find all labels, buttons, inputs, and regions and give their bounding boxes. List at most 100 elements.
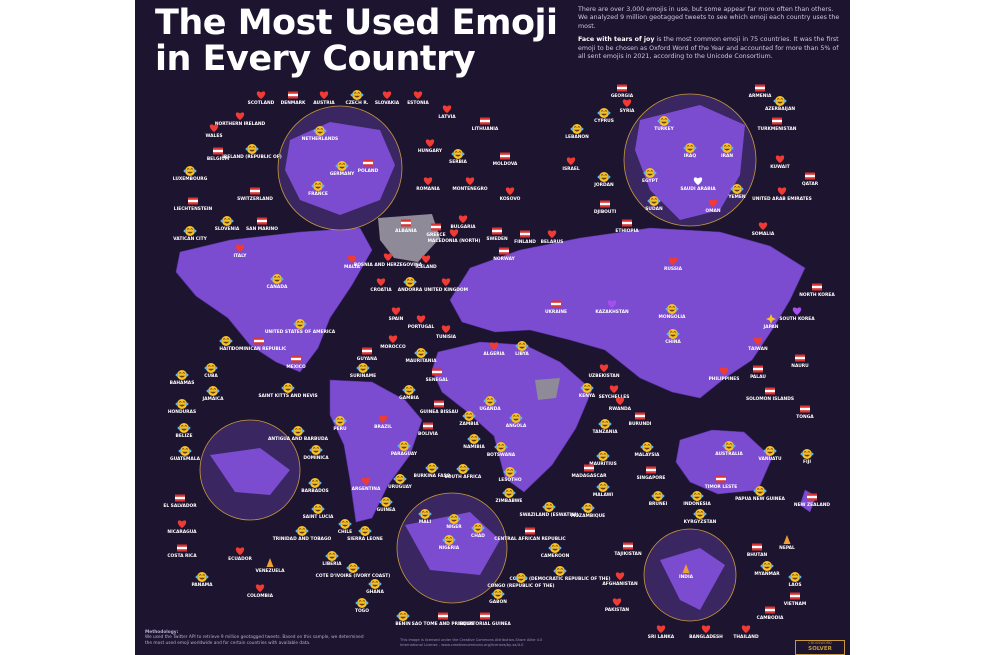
country-label: BOTSWANA [487, 452, 516, 458]
country-marker: BARBADOS [301, 478, 329, 494]
emoji-mouth [339, 166, 345, 169]
emoji-tear [406, 614, 410, 618]
country-marker: ANTIGUA AND BARBUDA [268, 426, 329, 442]
emoji-mouth [407, 282, 413, 285]
emoji-face [293, 426, 303, 436]
emoji-face [732, 184, 742, 194]
country-label: COTE D'IVOIRE (IVORY COAST) [316, 573, 391, 579]
country-label: SERBIA [449, 159, 468, 165]
emoji-heart [708, 199, 718, 207]
emoji-eyes [756, 488, 764, 490]
emoji-face [337, 161, 347, 171]
emoji-face [600, 419, 610, 429]
emoji-eyes [486, 398, 494, 400]
emoji-tear [447, 517, 451, 521]
emoji-face [572, 124, 582, 134]
emoji-face [352, 90, 362, 100]
emoji-mouth [317, 131, 323, 134]
country-marker: BOLIVIA [418, 422, 439, 437]
country-marker: PHILIPPINES [709, 367, 739, 382]
country-label: CHILE [338, 529, 352, 535]
intro-text: There are over 3,000 emojis in use, but … [578, 6, 840, 30]
emoji-eyes [763, 563, 771, 565]
country-label: MADAGASCAR [572, 473, 608, 479]
emoji-tear [193, 169, 197, 173]
emoji-eyes [311, 480, 319, 482]
emoji-face [724, 441, 734, 451]
emoji-mouth [359, 603, 365, 606]
emoji-heart [615, 572, 625, 580]
emoji-tear [333, 419, 337, 423]
emoji-mouth [249, 149, 255, 152]
emoji-tear [722, 444, 726, 448]
title-line: The Most Used Emoji [155, 3, 558, 43]
emoji-eyes [445, 537, 453, 539]
country-marker: TUNISIA [436, 325, 457, 340]
country-marker: UZBEKISTAN [588, 364, 620, 379]
emoji-eyes [186, 168, 194, 170]
emoji-mouth [297, 324, 303, 327]
emoji-eyes [405, 387, 413, 389]
country-label: ROMANIA [416, 186, 440, 192]
country-marker: SIERRA LEONE [347, 526, 383, 542]
country-marker: ARGENTINA [352, 477, 381, 492]
country-marker: JAPAN [763, 314, 779, 330]
country-marker: CROATIA [370, 278, 392, 293]
country-marker: GEORGIA [611, 84, 634, 99]
country-marker: GUINEA BISSAU [420, 400, 459, 415]
country-label: SRI LANKA [648, 634, 675, 640]
country-marker: ANDORRA [398, 277, 423, 293]
country-marker: BAHAMAS [170, 370, 194, 386]
emoji-mouth [475, 528, 481, 531]
country-label: MAURITANIA [406, 358, 438, 364]
emoji-face [315, 126, 325, 136]
emoji-face [695, 509, 705, 519]
emoji-face [722, 143, 732, 153]
emoji-face [496, 442, 506, 452]
emoji-mouth [585, 508, 591, 511]
emoji-eyes [396, 476, 404, 478]
country-label: AFGHANISTAN [602, 581, 638, 587]
country-marker: SOUTH KOREA [779, 307, 815, 322]
emoji-mouth [602, 424, 608, 427]
country-marker: SPAIN [389, 307, 404, 322]
country-label: GUINEA BISSAU [420, 409, 459, 415]
country-marker: URUGUAY [388, 474, 413, 490]
emoji-tear [457, 517, 461, 521]
emoji-eyes [693, 493, 701, 495]
emoji-face [802, 449, 812, 459]
country-label: TURKEY [654, 126, 674, 132]
emoji-heart [693, 177, 703, 185]
emoji-tear [368, 582, 372, 586]
country-marker: ANGOLA [506, 413, 527, 429]
emoji-tear [403, 280, 407, 284]
emoji-mouth [285, 388, 291, 391]
emoji-mouth [669, 309, 675, 312]
emoji-mouth [764, 566, 770, 569]
emoji-flag-stripe [500, 154, 510, 158]
emoji-flag-stripe [623, 544, 633, 548]
country-label: AUSTRALIA [715, 451, 743, 457]
country-marker: MOLDOVA [493, 152, 518, 167]
country-label: BULGARIA [450, 224, 476, 230]
emoji-tear [519, 416, 523, 420]
country-label: DENMARK [281, 100, 306, 106]
country-label: SURINAME [350, 373, 376, 379]
methodology-title: Methodology: [145, 630, 179, 635]
country-label: SAO TOME AND PRINCIPE [412, 621, 475, 627]
emoji-mouth [210, 391, 216, 394]
methodology-text: We used the Twitter API to retrieve 9 mi… [145, 635, 364, 646]
country-label: PERU [333, 426, 347, 432]
country-marker: FIJI [800, 449, 814, 465]
country-label: MOLDOVA [493, 161, 518, 167]
emoji-eyes [298, 528, 306, 530]
emoji-heart [423, 177, 433, 185]
country-marker: THAILAND [733, 625, 759, 640]
country-marker: MONTENEGRO [452, 177, 488, 192]
emoji-heart [607, 300, 617, 308]
emoji-tear [720, 146, 724, 150]
emoji-face [358, 363, 368, 373]
country-marker: INDIA [679, 564, 694, 580]
country-marker: NORWAY [493, 247, 516, 262]
emoji-heart [609, 385, 619, 393]
